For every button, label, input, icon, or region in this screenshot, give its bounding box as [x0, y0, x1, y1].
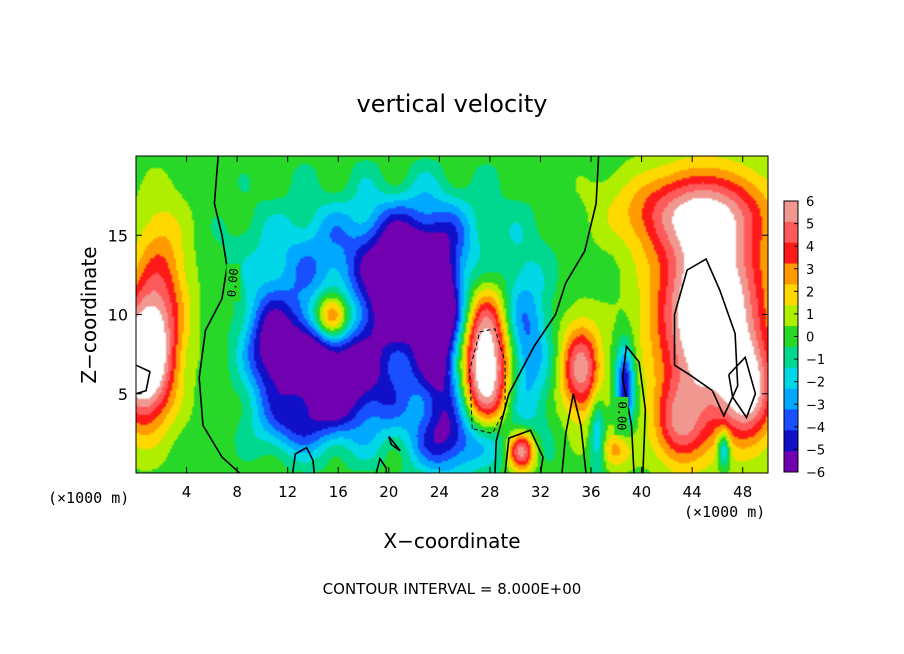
velocity-field — [136, 156, 768, 473]
x-tick-label: 24 — [430, 483, 449, 501]
colorbar-swatch — [784, 409, 798, 431]
y-tick-label: 5 — [118, 385, 128, 404]
colorbar-tick-label: 0 — [806, 331, 814, 346]
colorbar-swatch — [784, 242, 798, 265]
zero-contour — [504, 429, 544, 474]
x-tick-label: 8 — [232, 483, 242, 501]
colorbar-swatch — [784, 388, 798, 410]
zero-contour — [291, 446, 315, 474]
zero-contour — [375, 456, 388, 474]
colorbar-tick-label: −4 — [806, 421, 825, 436]
zero-contour — [728, 355, 757, 420]
x-tick-label: 36 — [581, 483, 600, 501]
colorbar-swatch — [784, 284, 798, 306]
zero-contour — [673, 257, 739, 418]
colorbar-swatch — [784, 201, 798, 223]
colorbar-tick-label: −3 — [806, 398, 825, 413]
x-tick-label: 40 — [632, 483, 651, 501]
x-tick-label: 20 — [379, 483, 398, 501]
colorbar-tick-label: 5 — [806, 218, 814, 233]
zero-contour — [561, 393, 587, 474]
zero-contour — [494, 155, 600, 474]
x-tick-label: 16 — [329, 483, 348, 501]
y-tick-label: 10 — [108, 306, 128, 325]
zero-contour — [135, 364, 151, 395]
zero-contour — [469, 328, 506, 434]
plot-area: 0.00 0.00 — [135, 155, 769, 474]
x-axis-label: X−coordinate — [383, 529, 520, 553]
x-units-right: (×1000 m) — [684, 503, 765, 521]
x-tick-label: 28 — [480, 483, 499, 501]
colorbar-tick-label: −1 — [806, 353, 825, 368]
zero-contour — [388, 436, 401, 452]
colorbar-swatch — [784, 263, 798, 285]
contour-label: 0.00 — [225, 268, 241, 298]
colorbar-tick-label: 1 — [806, 308, 814, 323]
x-tick-label: 12 — [278, 483, 297, 501]
colorbar-tick-label: 4 — [806, 240, 814, 255]
colorbar-swatch — [784, 430, 798, 452]
colorbar-tick-label: −6 — [806, 466, 825, 481]
x-tick-label: 48 — [733, 483, 752, 501]
x-tick-label: 32 — [531, 483, 550, 501]
colorbar-swatch — [784, 326, 798, 348]
contour-lines: 0.00 0.00 — [135, 155, 757, 474]
colorbar-tick-label: −5 — [806, 443, 825, 458]
colorbar-swatch — [784, 451, 798, 473]
colorbar-swatch — [784, 346, 798, 369]
y-axis: 5 10 15 — [108, 226, 768, 404]
x-tick-label: 4 — [182, 483, 192, 501]
zero-contour — [198, 155, 241, 474]
x-tick-label: 44 — [683, 483, 702, 501]
contour-label-bg — [614, 396, 629, 435]
contour-label: 0.00 — [614, 401, 629, 430]
colorbar-swatch — [784, 305, 798, 327]
colorbar-tick-label: 3 — [806, 263, 814, 278]
chart-title: vertical velocity — [357, 90, 548, 118]
y-axis-label: Z−coordinate — [77, 246, 101, 383]
contour-label-bg — [226, 263, 241, 302]
y-tick-label: 15 — [108, 226, 128, 245]
colorbar-tick-label: −2 — [806, 376, 825, 391]
zero-contour — [621, 344, 647, 474]
contour-interval-note: CONTOUR INTERVAL = 8.000E+00 — [323, 580, 582, 598]
colorbar-swatch — [784, 221, 798, 244]
x-axis: 4 8 12 16 20 24 28 32 36 40 44 48 — [182, 156, 752, 501]
colorbar-tick-label: 2 — [806, 285, 814, 300]
colorbar: 6 5 4 3 2 1 0 −1 −2 −3 −4 −5 −6 — [783, 195, 825, 481]
colorbar-swatch — [784, 367, 798, 390]
colorbar-tick-label: 6 — [806, 195, 814, 210]
x-units-left: (×1000 m) — [48, 489, 129, 507]
